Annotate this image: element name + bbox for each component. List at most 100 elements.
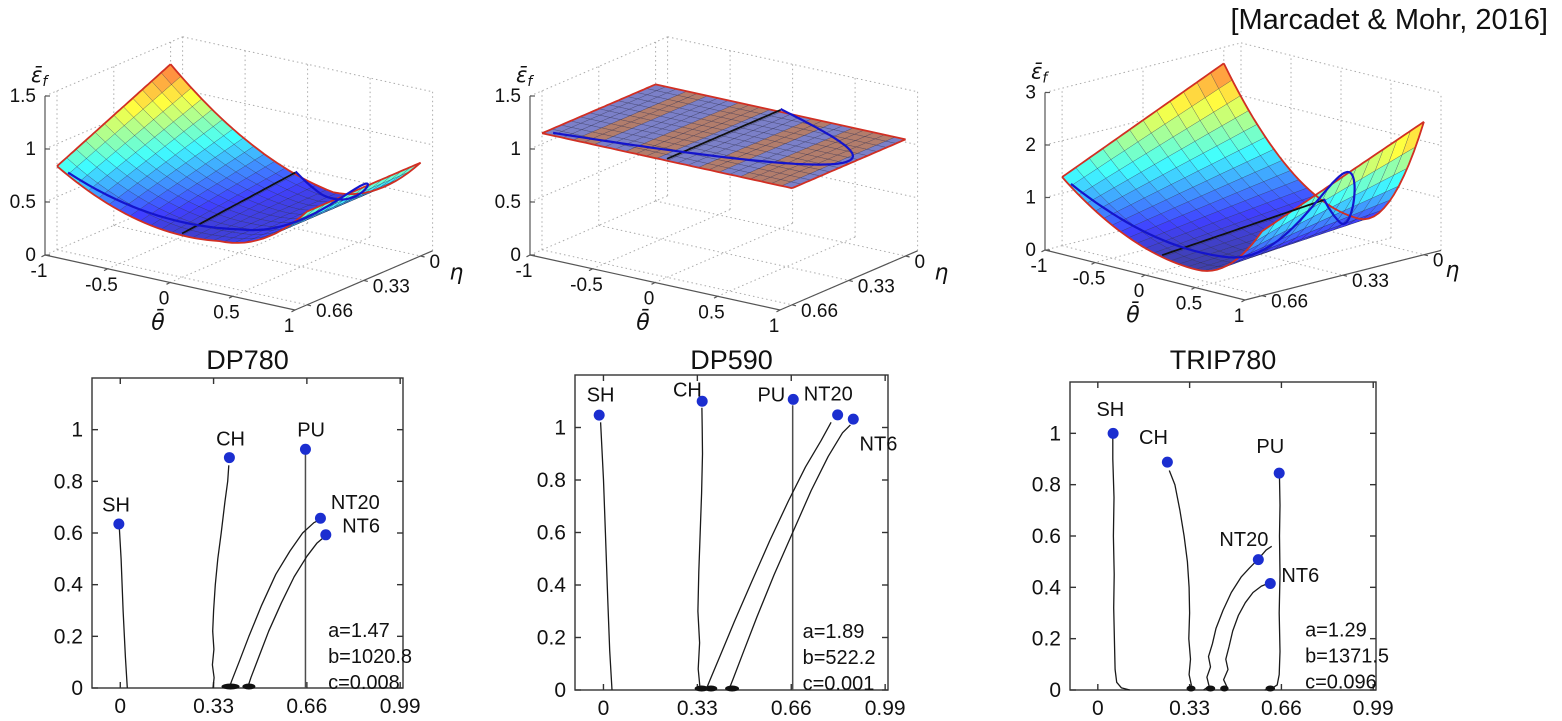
point-NT6 bbox=[320, 529, 332, 541]
y-tick-label: 1 bbox=[554, 417, 566, 440]
y-axis-label: η bbox=[449, 260, 463, 285]
y-tick-label: 0 bbox=[1433, 251, 1444, 272]
x-tick-label: 0.66 bbox=[771, 697, 812, 720]
point-label-SH: SH bbox=[102, 495, 130, 517]
point-label-NT20: NT20 bbox=[804, 383, 853, 405]
point-SH bbox=[593, 409, 605, 421]
scatter-plot-trip780: TRIP780 0 0.33 0.66 0.99 0 0.2 0.4 0.6 0.8 1 SH CH P… bbox=[1020, 345, 1482, 721]
z-tick-label: 0.5 bbox=[10, 192, 36, 213]
x-tick-label: -1 bbox=[1031, 256, 1048, 277]
scatter-svg-dp780: 0 0.33 0.66 0.99 0 0.2 0.4 0.6 0.8 1 SH CH PU NT20NT6… bbox=[54, 377, 421, 718]
z-tick-label: 0 bbox=[25, 245, 36, 266]
loading-path-SH bbox=[599, 422, 613, 691]
params-text-line: c=0.001 bbox=[803, 673, 875, 695]
point-NT20 bbox=[832, 409, 844, 421]
path-foot bbox=[1186, 685, 1196, 692]
path-foot bbox=[221, 683, 240, 690]
surface-edge-lines bbox=[56, 63, 422, 244]
surface-plot-trip780: 0 1 2 3 -1 -0.5 0 0.5 1 0.66 0.33 0 θ̄ η ε̄f bbox=[1000, 8, 1562, 348]
loading-path-NT20 bbox=[228, 520, 319, 689]
y-axis-label: η bbox=[934, 260, 948, 285]
x-tick-label: 0 bbox=[114, 695, 126, 718]
y-tick-label: 0 bbox=[554, 679, 566, 702]
params-text-line: c=0.008 bbox=[328, 672, 400, 694]
point-CH bbox=[1161, 456, 1173, 468]
loading-path-CH bbox=[1168, 470, 1192, 691]
y-tick-label: 0.33 bbox=[373, 276, 410, 297]
point-CH bbox=[696, 395, 708, 407]
point-PU bbox=[787, 393, 799, 405]
params-text-line: a=1.29 bbox=[1305, 620, 1367, 642]
point-label-SH: SH bbox=[587, 385, 615, 407]
y-tick-label: 0.4 bbox=[537, 574, 567, 597]
loading-path-PU bbox=[1264, 478, 1281, 691]
x-tick-label: 0.99 bbox=[380, 695, 421, 718]
point-SH bbox=[1107, 427, 1119, 439]
point-NT20 bbox=[314, 512, 326, 524]
scatter-plot-dp590: DP590 0 0.33 0.66 0.99 0 0.2 0.4 0.6 0.8 1 SH CH PU N… bbox=[530, 345, 990, 721]
params-text-line: b=1020.8 bbox=[328, 646, 412, 668]
x-tick-label: 1 bbox=[769, 316, 780, 337]
point-label-CH: CH bbox=[673, 379, 702, 401]
plane-stress-curve bbox=[67, 170, 369, 232]
z-tick-label: 0 bbox=[1025, 240, 1036, 261]
citation: [Marcadet & Mohr, 2016] bbox=[1230, 4, 1548, 36]
x-tick-label: -1 bbox=[31, 261, 48, 282]
z-axis-label: ε̄f bbox=[516, 63, 534, 90]
point-label-CH: CH bbox=[1139, 427, 1168, 449]
y-tick-label: 0.8 bbox=[537, 469, 566, 492]
x-tick-label: 0.66 bbox=[1261, 697, 1302, 720]
path-foot bbox=[1220, 685, 1229, 692]
point-label-CH: CH bbox=[216, 429, 245, 451]
z-axis-label: ε̄f bbox=[31, 63, 49, 90]
params-text-line: a=1.89 bbox=[803, 621, 865, 643]
y-tick-label: 1 bbox=[71, 419, 83, 442]
y-tick-label: 0.4 bbox=[54, 574, 84, 597]
x-tick-label: -0.5 bbox=[1073, 269, 1106, 290]
path-foot bbox=[1205, 685, 1216, 692]
axis-ticks bbox=[1070, 382, 1376, 691]
loading-path-CH bbox=[697, 407, 704, 691]
path-foot bbox=[242, 683, 256, 690]
x-tick-label: 0.33 bbox=[1169, 697, 1210, 720]
point-PU bbox=[299, 443, 311, 455]
y-tick-label: 0 bbox=[71, 677, 83, 700]
point-label-PU: PU bbox=[757, 385, 785, 407]
scatter-svg-trip780: 0 0.33 0.66 0.99 0 0.2 0.4 0.6 0.8 1 SH CH PU NT20 NT6… bbox=[1032, 381, 1394, 720]
point-PU bbox=[1273, 467, 1285, 479]
point-label-PU: PU bbox=[297, 420, 325, 442]
x-tick-label: 0 bbox=[1092, 697, 1104, 720]
y-tick-label: 0 bbox=[915, 252, 926, 273]
plane-strain-line bbox=[666, 109, 781, 160]
plane-stress-curve bbox=[552, 108, 854, 166]
point-NT6 bbox=[847, 413, 859, 425]
x-tick-label: 1 bbox=[284, 316, 295, 337]
chart-title-dp780: DP780 bbox=[206, 345, 289, 375]
y-tick-label: 0.33 bbox=[1352, 271, 1389, 292]
loading-path-NT6 bbox=[246, 537, 324, 689]
x-tick-label: 0.33 bbox=[193, 695, 234, 718]
x-axis-label: θ̄ bbox=[1126, 302, 1140, 328]
y-tick-label: 0.66 bbox=[1271, 292, 1308, 313]
loading-path-SH bbox=[1112, 437, 1130, 691]
x-tick-label: 0.66 bbox=[286, 695, 327, 718]
axes-lines bbox=[526, 95, 918, 313]
z-tick-label: 0.5 bbox=[495, 192, 521, 213]
y-tick-label: 0.6 bbox=[54, 522, 83, 545]
y-tick-label: 0.33 bbox=[858, 276, 895, 297]
point-label-NT20: NT20 bbox=[1219, 529, 1268, 551]
x-tick-label: 0.99 bbox=[1353, 697, 1394, 720]
plane-strain-line bbox=[1161, 199, 1325, 257]
x-tick-label: -0.5 bbox=[570, 275, 603, 296]
y-tick-label: 0.2 bbox=[537, 627, 566, 650]
x-tick-label: 0 bbox=[1134, 281, 1145, 302]
x-tick-label: 0 bbox=[598, 697, 610, 720]
y-tick-label: 0.66 bbox=[801, 301, 838, 322]
x-tick-label: 0.33 bbox=[677, 697, 718, 720]
path-foot bbox=[694, 685, 709, 692]
axes-lines bbox=[41, 95, 433, 313]
path-foot bbox=[725, 685, 740, 692]
